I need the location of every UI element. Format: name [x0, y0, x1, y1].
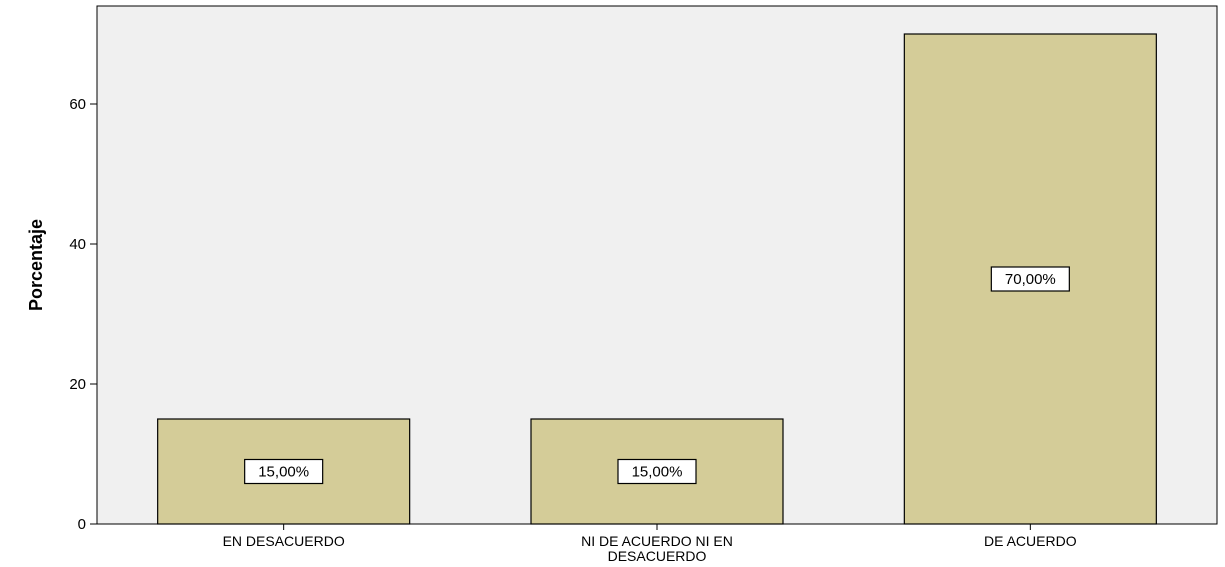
x-tick-label: DE ACUERDO: [984, 533, 1077, 549]
data-label-box: [617, 458, 697, 485]
data-labels: 15,00% 15,00% 70,00%: [244, 266, 1070, 485]
y-tick-label: 20: [69, 376, 86, 393]
y-axis-title: Porcentaje: [26, 219, 46, 311]
data-label: 15,00%: [632, 464, 683, 481]
y-tick-label: 60: [69, 96, 86, 113]
data-label-box: [244, 458, 324, 485]
data-label: 70,00%: [1005, 271, 1056, 288]
x-tick-label: EN DESACUERDO: [223, 533, 345, 549]
y-axis: 0 20 40 60: [69, 96, 97, 533]
data-label: 15,00%: [258, 464, 309, 481]
x-axis: EN DESACUERDO NI DE ACUERDO NI EN DESACUER…: [223, 524, 1077, 564]
data-label-box: [990, 266, 1070, 292]
x-tick-label: NI DE ACUERDO NI EN DESACUERDO: [581, 533, 733, 564]
y-tick-label: 0: [78, 516, 86, 533]
y-tick-label: 40: [69, 236, 86, 253]
